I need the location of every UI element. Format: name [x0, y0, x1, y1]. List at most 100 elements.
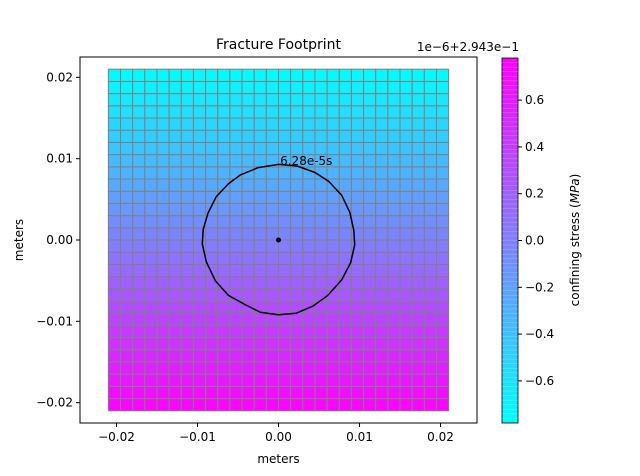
mesh-cell — [350, 93, 365, 107]
mesh-cell — [120, 276, 134, 290]
mesh-cell — [144, 276, 158, 290]
mesh-cell — [132, 385, 146, 400]
mesh-cell — [144, 105, 158, 119]
mesh-cell — [168, 337, 182, 351]
mesh-cell — [132, 324, 146, 339]
mesh-cell — [314, 178, 328, 192]
mesh-cell — [120, 398, 134, 412]
mesh-cell — [180, 166, 194, 180]
mesh-cell — [387, 129, 401, 143]
mesh-cell — [241, 300, 255, 314]
mesh-cell — [217, 105, 231, 119]
mesh-cell — [265, 141, 279, 156]
mesh-cell — [156, 68, 170, 82]
mesh-cell — [290, 251, 304, 265]
mesh-cell — [156, 337, 170, 351]
mesh-cell — [229, 227, 243, 241]
mesh-cell — [229, 349, 243, 363]
mesh-cell — [363, 263, 377, 278]
mesh-cell — [411, 68, 425, 82]
mesh-cell — [205, 68, 219, 82]
mesh-cell — [338, 385, 352, 400]
mesh-cell — [265, 117, 279, 131]
mesh-cell — [120, 129, 134, 143]
mesh-cell — [314, 93, 328, 107]
mesh-cell — [302, 398, 316, 412]
mesh-cell — [241, 141, 255, 156]
mesh-cell — [107, 312, 122, 326]
mesh-cell — [411, 312, 425, 326]
mesh-cell — [326, 117, 340, 131]
mesh-cell — [375, 93, 389, 107]
mesh-cell — [314, 349, 328, 363]
mesh-cell — [423, 202, 437, 217]
mesh-cell — [192, 178, 207, 192]
mesh-cell — [107, 398, 122, 412]
mesh-cell — [107, 215, 122, 229]
mesh-cell — [423, 373, 437, 387]
mesh-cell — [253, 361, 267, 375]
mesh-cell — [241, 324, 255, 339]
mesh-cell — [265, 215, 279, 229]
mesh-cell — [302, 105, 316, 119]
mesh-cell — [290, 68, 304, 82]
mesh-cell — [107, 129, 122, 143]
mesh-cell — [156, 80, 170, 95]
x-tick-label: 0.02 — [427, 430, 454, 444]
mesh-cell — [326, 263, 340, 278]
mesh-cell — [399, 312, 413, 326]
mesh-cell — [132, 349, 146, 363]
mesh-cell — [168, 373, 182, 387]
mesh-cell — [338, 361, 352, 375]
mesh-cell — [253, 215, 267, 229]
mesh-cell — [290, 117, 304, 131]
mesh-cell — [278, 190, 292, 204]
mesh-cell — [168, 385, 182, 400]
mesh-cell — [120, 141, 134, 156]
x-tick-label: 0.00 — [265, 430, 292, 444]
mesh-cell — [290, 398, 304, 412]
mesh-cell — [338, 349, 352, 363]
mesh-cell — [132, 337, 146, 351]
mesh-cell — [423, 239, 437, 253]
mesh-cell — [435, 129, 450, 143]
mesh-cell — [132, 129, 146, 143]
mesh-cell — [387, 105, 401, 119]
mesh-cell — [363, 141, 377, 156]
mesh-cell — [253, 68, 267, 82]
mesh-cell — [205, 239, 219, 253]
mesh-cell — [338, 251, 352, 265]
mesh-cell — [423, 324, 437, 339]
mesh-cell — [205, 93, 219, 107]
mesh-cell — [229, 385, 243, 400]
mesh-cell — [120, 251, 134, 265]
mesh-cell — [120, 93, 134, 107]
y-tick-label: −0.02 — [36, 396, 73, 410]
mesh-cell — [192, 398, 207, 412]
mesh-cell — [217, 68, 231, 82]
mesh-cell — [338, 324, 352, 339]
mesh-cell — [399, 324, 413, 339]
mesh-cell — [278, 117, 292, 131]
x-tick-label: −0.01 — [179, 430, 216, 444]
mesh-cell — [120, 178, 134, 192]
mesh-cell — [435, 190, 450, 204]
mesh-cell — [375, 300, 389, 314]
mesh-cell — [180, 300, 194, 314]
mesh-cell — [326, 373, 340, 387]
mesh-cell — [229, 312, 243, 326]
mesh-cell — [229, 337, 243, 351]
mesh-cell — [326, 398, 340, 412]
mesh-cell — [132, 398, 146, 412]
mesh-cell — [375, 105, 389, 119]
mesh-cell — [180, 239, 194, 253]
mesh-cell — [363, 337, 377, 351]
mesh-cell — [278, 385, 292, 400]
mesh-cell — [350, 68, 365, 82]
mesh-cell — [156, 288, 170, 302]
mesh-cell — [302, 239, 316, 253]
mesh-cell — [375, 190, 389, 204]
mesh-cell — [350, 80, 365, 95]
mesh-cell — [423, 251, 437, 265]
mesh-cell — [253, 288, 267, 302]
